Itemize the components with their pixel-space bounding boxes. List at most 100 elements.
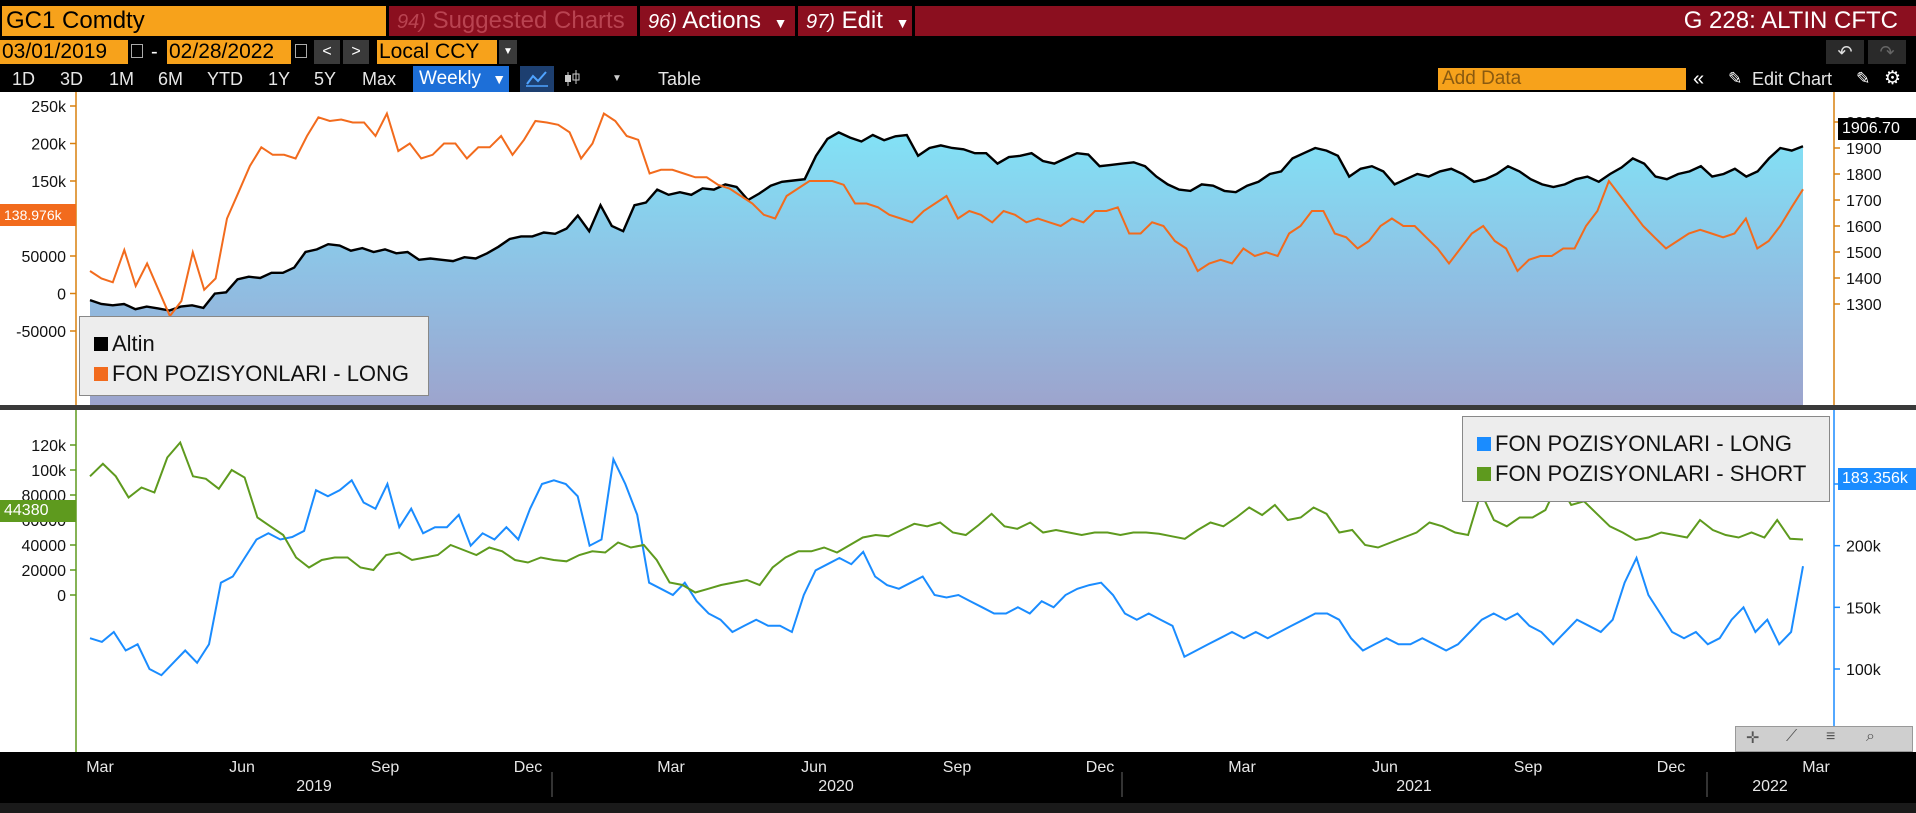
caret-down-icon: ▼ — [492, 71, 507, 87]
axis-tick-label: 1300 — [1846, 297, 1882, 314]
axis-tick-label: 1800 — [1846, 167, 1882, 184]
draw-line-icon[interactable]: ⟋ — [1786, 728, 1798, 745]
axis-tick-label: 40000 — [22, 538, 67, 555]
month-label: Mar — [1228, 759, 1256, 776]
legend-swatch — [1477, 467, 1491, 481]
collapse-icon[interactable]: « — [1693, 68, 1705, 90]
security-input[interactable]: GC1 Comdty — [2, 6, 386, 36]
long-last-value-tag: 183.356k — [1838, 468, 1916, 490]
axis-tick-label: 0 — [57, 287, 66, 304]
title-bar: G 228: ALTIN CFTC — [915, 6, 1916, 36]
legend-label: Altin — [112, 331, 155, 356]
month-label: Sep — [1514, 759, 1543, 776]
panel-divider[interactable] — [0, 405, 1916, 410]
right-axis-ticks: 250k200k150k100k — [1834, 477, 1882, 679]
range-3d[interactable]: 3D — [60, 69, 84, 89]
axis-tick-label: 1900 — [1846, 141, 1882, 158]
year-label: 2020 — [818, 778, 854, 795]
period-select[interactable]: Weekly ▼ — [413, 66, 509, 92]
table-button[interactable]: Table — [658, 69, 702, 89]
month-label: Jun — [229, 759, 255, 776]
chevron-down-icon[interactable]: ▼ — [612, 73, 622, 84]
menu-label: Edit — [841, 7, 883, 34]
positions-legend[interactable]: FON POZISYONLARI - LONG FON POZISYONLARI… — [1462, 416, 1830, 502]
chevron-down-icon[interactable]: ▼ — [499, 40, 517, 64]
month-label: Dec — [1657, 759, 1685, 776]
axis-tick-label: 150k — [1846, 600, 1882, 617]
series-long-line — [89, 110, 1804, 318]
legend-swatch — [94, 337, 108, 351]
undo-icon[interactable]: ↶ — [1826, 40, 1864, 64]
axis-tick-label: 150k — [31, 174, 67, 191]
chart-tool-palette[interactable]: ✛ ⟋ ≡ ⌕ — [1735, 726, 1913, 752]
axis-tick-label: 100k — [1846, 662, 1882, 679]
menu-label: Suggested Charts — [432, 7, 625, 34]
redo-icon[interactable]: ↷ — [1868, 40, 1906, 64]
legend-swatch — [1477, 437, 1491, 451]
legend-label: FON POZISYONLARI - LONG — [1495, 431, 1793, 456]
range-max[interactable]: Max — [362, 69, 397, 89]
menu-number: 94) — [397, 11, 426, 33]
zoom-icon[interactable]: ⌕ — [1866, 728, 1875, 745]
edit-chart-button[interactable]: Edit Chart — [1752, 69, 1833, 89]
axis-tick-label: 1400 — [1846, 271, 1882, 288]
axis-tick-label: 250k — [31, 99, 67, 116]
status-strip — [0, 803, 1916, 813]
crosshair-icon[interactable]: ✛ — [1746, 730, 1760, 747]
menu-number: 97) — [806, 11, 835, 33]
short-last-value-tag: 44380 — [0, 500, 76, 522]
year-label: 2019 — [296, 778, 332, 795]
menu-number: 96) — [648, 11, 677, 33]
date-range-row: 03/01/2019 - 02/28/2022 < > Local CCY ▼ … — [0, 38, 1916, 66]
edit-menu[interactable]: 97) Edit ▼ — [798, 6, 912, 36]
range-1m[interactable]: 1M — [109, 69, 135, 89]
month-label: Sep — [371, 759, 400, 776]
legend-item-long: FON POZISYONLARI - LONG — [94, 359, 428, 389]
next-period-button[interactable]: > — [343, 40, 369, 64]
range-6m[interactable]: 6M — [158, 69, 184, 89]
month-label: Jun — [801, 759, 827, 776]
series-altin-line — [89, 131, 1804, 312]
month-label: Dec — [514, 759, 542, 776]
currency-select[interactable]: Local CCY — [377, 40, 497, 64]
suggested-charts-menu[interactable]: 94) Suggested Charts — [389, 6, 637, 36]
time-axis: Mar Jun Sep Dec Mar Jun Sep Dec Mar Jun Sep Dec Mar 2… — [0, 752, 1916, 803]
legend-label: FON POZISYONLARI - LONG — [112, 361, 410, 386]
page-title: G 228: ALTIN CFTC — [1683, 7, 1898, 34]
axis-tick-label: 0 — [57, 588, 66, 605]
end-date-field[interactable]: 02/28/2022 — [167, 40, 291, 64]
date-separator: - — [151, 41, 158, 63]
calendar-icon[interactable] — [295, 44, 307, 58]
menu-label: Actions — [682, 7, 761, 34]
calendar-icon[interactable] — [131, 44, 143, 58]
range-1d[interactable]: 1D — [12, 69, 36, 89]
start-date-field[interactable]: 03/01/2019 — [0, 40, 128, 64]
candlestick-icon[interactable] — [560, 66, 584, 92]
axis-tick-label: -50000 — [16, 324, 66, 341]
right-axis-ticks: 20001900180017001600150014001300 — [1834, 115, 1882, 314]
period-label: Weekly — [419, 68, 481, 89]
chart-toolbar: 1D 3D 1M 6M YTD 1Y 5Y Max Weekly ▼ ▼ Tab… — [0, 66, 1916, 92]
range-ytd[interactable]: YTD — [207, 69, 243, 89]
axis-tick-label: 200k — [31, 137, 67, 154]
prev-period-button[interactable]: < — [314, 40, 340, 64]
axis-tick-label: 200k — [1846, 539, 1882, 556]
month-label: Mar — [657, 759, 685, 776]
annotate-icon[interactable]: ✎ — [1856, 69, 1871, 88]
axis-tick-label: 1500 — [1846, 245, 1882, 262]
range-1y[interactable]: 1Y — [268, 69, 291, 89]
list-icon[interactable]: ≡ — [1826, 728, 1836, 745]
month-label: Mar — [86, 759, 114, 776]
axis-tick-label: 100k — [31, 463, 67, 480]
range-5y[interactable]: 5Y — [314, 69, 337, 89]
legend-item-long: FON POZISYONLARI - LONG — [1477, 429, 1829, 459]
axis-tick-label: 120k — [31, 438, 67, 455]
add-data-input[interactable]: Add Data — [1438, 68, 1686, 90]
price-chart[interactable]: 250k200k150k100k500000-50000 20001900180… — [0, 92, 1916, 405]
price-legend[interactable]: Altin FON POZISYONLARI - LONG — [79, 316, 429, 396]
actions-menu[interactable]: 96) Actions ▼ — [640, 6, 795, 36]
altin-last-value-tag: 1906.70 — [1838, 118, 1916, 140]
line-chart-icon[interactable] — [520, 66, 554, 92]
series-altin-area — [90, 132, 1803, 405]
gear-icon[interactable]: ⚙ — [1884, 68, 1902, 89]
